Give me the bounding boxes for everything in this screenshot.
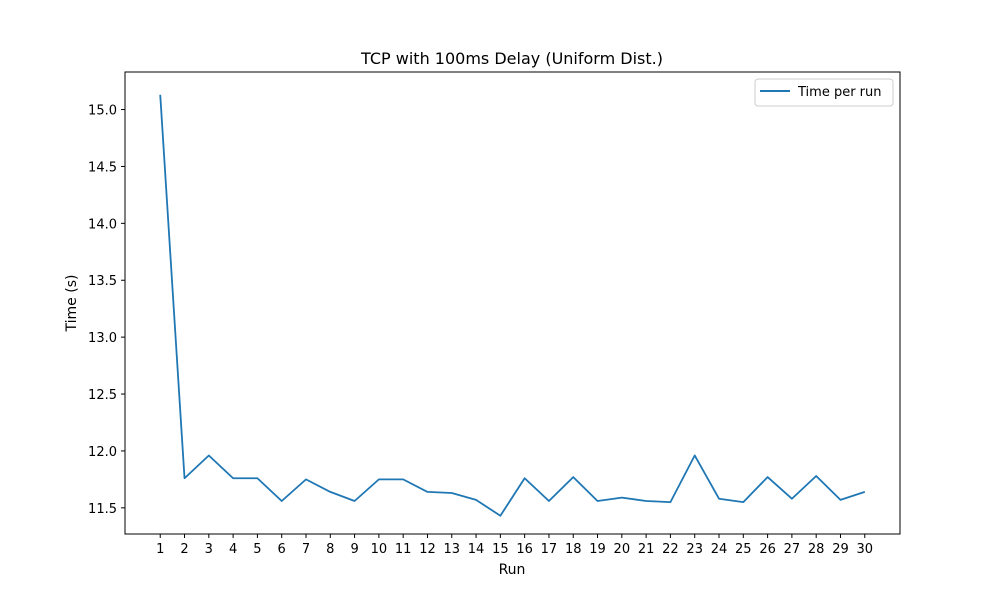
x-tick-label: 14 bbox=[468, 542, 485, 557]
x-tick-label: 2 bbox=[180, 542, 188, 557]
y-tick-label: 13.5 bbox=[88, 274, 117, 289]
y-tick-label: 13.0 bbox=[88, 331, 117, 346]
legend: Time per run bbox=[755, 79, 893, 106]
x-tick-label: 28 bbox=[808, 542, 825, 557]
x-axis-label: Run bbox=[499, 562, 526, 578]
y-tick-label: 14.0 bbox=[88, 217, 117, 232]
chart-title: TCP with 100ms Delay (Uniform Dist.) bbox=[360, 49, 663, 68]
y-axis-ticks: 11.5 12.0 12.5 13.0 13.5 14.0 14.5 15.0 bbox=[88, 104, 125, 517]
x-tick-label: 4 bbox=[229, 542, 237, 557]
y-tick-label: 12.0 bbox=[88, 445, 117, 460]
x-tick-label: 22 bbox=[662, 542, 679, 557]
x-tick-label: 12 bbox=[419, 542, 436, 557]
plot-area-frame bbox=[125, 72, 900, 534]
y-tick-label: 12.5 bbox=[88, 388, 117, 403]
series-layer bbox=[160, 95, 865, 516]
x-tick-label: 7 bbox=[302, 542, 310, 557]
series-line-time-per-run bbox=[160, 95, 865, 516]
x-tick-label: 20 bbox=[614, 542, 631, 557]
x-tick-label: 21 bbox=[638, 542, 655, 557]
x-tick-label: 11 bbox=[395, 542, 412, 557]
x-tick-label: 27 bbox=[784, 542, 801, 557]
x-tick-label: 3 bbox=[205, 542, 213, 557]
y-tick-label: 15.0 bbox=[88, 104, 117, 119]
x-tick-label: 30 bbox=[856, 542, 873, 557]
legend-label-time-per-run: Time per run bbox=[797, 85, 882, 100]
x-tick-label: 10 bbox=[371, 542, 388, 557]
x-tick-label: 19 bbox=[589, 542, 606, 557]
x-tick-label: 26 bbox=[759, 542, 776, 557]
x-tick-label: 9 bbox=[350, 542, 358, 557]
x-tick-label: 23 bbox=[686, 542, 703, 557]
x-tick-label: 24 bbox=[711, 542, 728, 557]
y-tick-label: 11.5 bbox=[88, 502, 117, 517]
x-tick-label: 25 bbox=[735, 542, 752, 557]
x-tick-label: 17 bbox=[541, 542, 558, 557]
x-tick-label: 13 bbox=[443, 542, 460, 557]
x-tick-label: 29 bbox=[832, 542, 849, 557]
x-tick-label: 6 bbox=[278, 542, 286, 557]
y-axis-label: Time (s) bbox=[64, 275, 80, 333]
x-tick-label: 18 bbox=[565, 542, 582, 557]
x-tick-label: 5 bbox=[253, 542, 261, 557]
x-tick-label: 15 bbox=[492, 542, 509, 557]
x-tick-label: 1 bbox=[156, 542, 164, 557]
y-tick-label: 14.5 bbox=[88, 160, 117, 175]
x-tick-label: 8 bbox=[326, 542, 334, 557]
x-tick-label: 16 bbox=[516, 542, 533, 557]
